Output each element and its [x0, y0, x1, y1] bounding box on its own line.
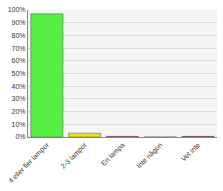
svg-text:30%: 30% — [12, 95, 26, 102]
svg-text:20%: 20% — [12, 108, 26, 115]
svg-text:0%: 0% — [15, 133, 25, 140]
svg-text:Inte någon: Inte någon — [135, 141, 164, 170]
svg-text:70%: 70% — [12, 45, 26, 52]
svg-text:En lampa: En lampa — [100, 141, 127, 168]
svg-text:60%: 60% — [12, 57, 26, 64]
svg-text:10%: 10% — [12, 121, 26, 128]
svg-text:Vet inte: Vet inte — [180, 141, 202, 163]
svg-text:2-3 lampor: 2-3 lampor — [59, 141, 89, 171]
svg-text:50%: 50% — [12, 70, 26, 77]
svg-text:4 eller fler lampor: 4 eller fler lampor — [7, 141, 51, 185]
svg-text:90%: 90% — [12, 19, 26, 26]
svg-text:40%: 40% — [12, 83, 26, 90]
svg-text:80%: 80% — [12, 32, 26, 39]
svg-text:100%: 100% — [8, 6, 26, 13]
